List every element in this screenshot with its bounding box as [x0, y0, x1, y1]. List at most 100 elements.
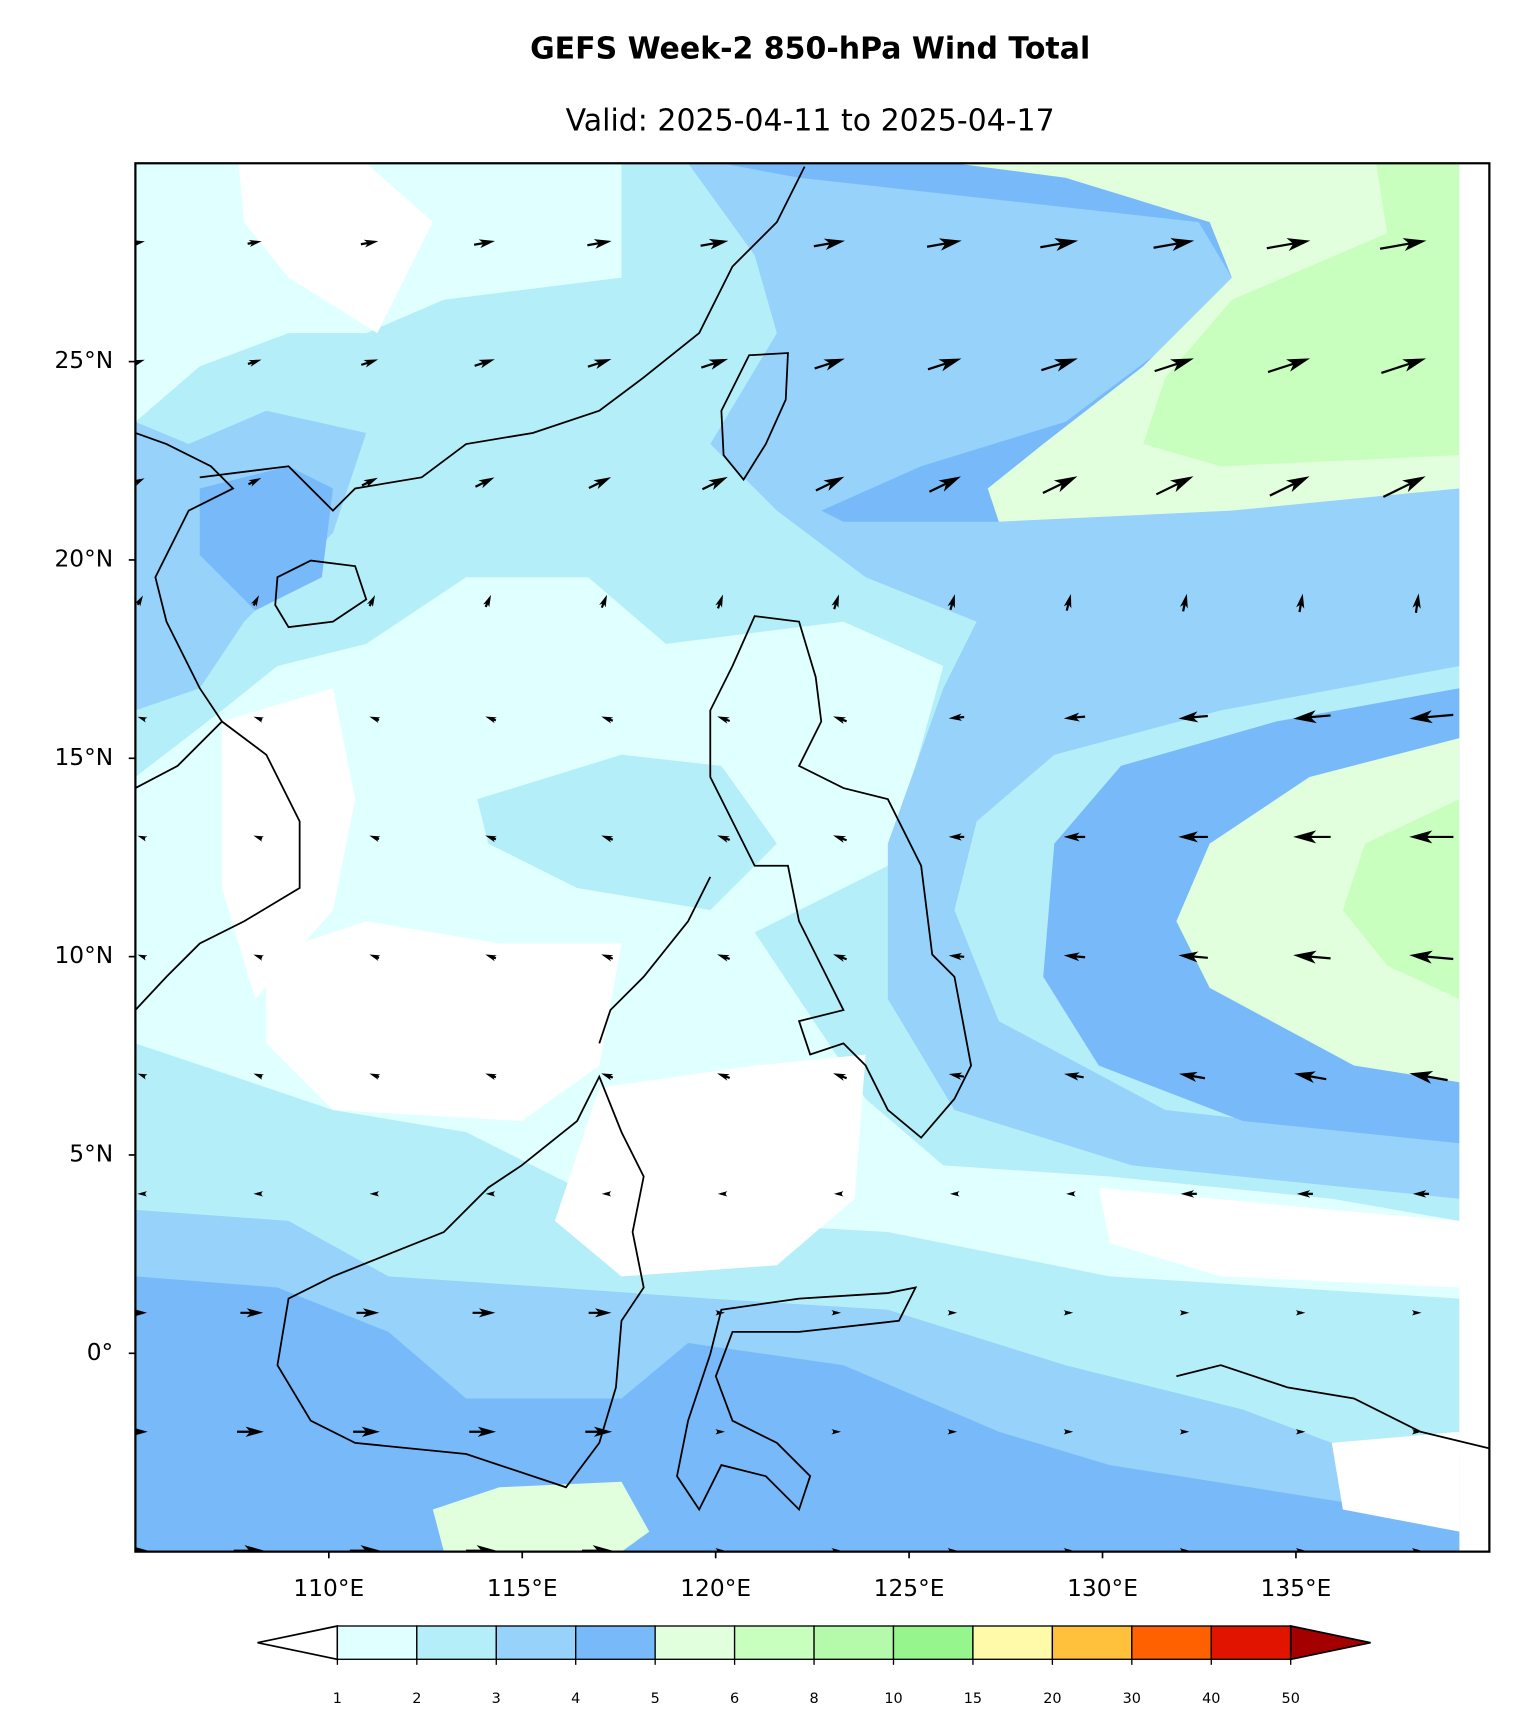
wind-arrow	[485, 716, 497, 724]
y-tick-label: 0°	[87, 1339, 113, 1366]
wind-arrow	[483, 594, 492, 608]
colorbar-label: 30	[1123, 1691, 1141, 1707]
shade	[1331, 1431, 1460, 1532]
wind-arrow	[831, 594, 839, 610]
shade	[1176, 738, 1460, 1083]
wind-arrow	[369, 954, 381, 961]
arrow-head	[1063, 1310, 1074, 1316]
shade	[1143, 163, 1460, 467]
wind-arrow	[601, 1073, 614, 1081]
wind-arrow	[360, 239, 379, 248]
arrow-head	[360, 1545, 381, 1552]
arrow-head	[715, 1310, 725, 1316]
wind-arrow	[700, 358, 729, 370]
arrow-head	[478, 239, 495, 249]
wind-arrow	[135, 1428, 148, 1436]
arrow-head	[833, 1073, 847, 1081]
wind-arrow	[472, 1308, 496, 1318]
arrow-head	[823, 476, 845, 491]
wind-arrow	[948, 713, 965, 721]
arrow-head	[369, 716, 381, 724]
colorbar-label: 8	[809, 1691, 818, 1707]
wind-arrow	[1269, 476, 1310, 497]
arrow-head	[1285, 476, 1310, 493]
shade	[135, 1276, 1460, 1552]
wind-arrow	[1267, 358, 1311, 374]
arrow-head	[1412, 593, 1421, 609]
arrow-head	[1066, 1191, 1076, 1197]
wind-arrow	[137, 835, 148, 842]
wind-arrow	[815, 476, 845, 492]
arrow-head	[363, 477, 378, 488]
wind-arrow	[601, 1191, 612, 1197]
wind-arrow	[1041, 358, 1078, 372]
coastline	[720, 352, 789, 482]
arrow-head	[1064, 1072, 1080, 1081]
colorbar-label: 15	[964, 1691, 982, 1707]
wind-arrow	[948, 1072, 965, 1080]
arrow-head	[1409, 710, 1433, 724]
wind-arrow	[485, 835, 497, 843]
shade	[432, 1481, 650, 1552]
arrow-head	[253, 716, 264, 723]
wind-arrow	[1296, 1190, 1313, 1198]
colorbar-under	[257, 1624, 339, 1661]
colorbar-label: 40	[1202, 1691, 1220, 1707]
arrow-head	[1179, 1429, 1190, 1435]
arrow-head	[1411, 1310, 1422, 1316]
wind-arrow	[1063, 832, 1086, 842]
colorbar-label: 2	[412, 1691, 421, 1707]
wind-arrow	[833, 1073, 848, 1081]
coastline	[1176, 1364, 1490, 1450]
arrow-head	[947, 594, 955, 609]
colorbar-bin	[892, 1625, 974, 1660]
shade	[221, 688, 356, 999]
arrow-head	[1179, 593, 1188, 609]
wind-arrow	[1042, 476, 1078, 495]
wind-arrow	[717, 835, 731, 843]
wind-arrow	[833, 716, 848, 724]
y-tick-label: 5°N	[69, 1140, 113, 1167]
wind-arrow	[473, 239, 495, 249]
colorbar-over	[1289, 1624, 1371, 1661]
wind-arrow	[1296, 593, 1305, 613]
arrow-head	[833, 1191, 844, 1197]
wind-arrow	[715, 1429, 725, 1435]
wind-arrow	[948, 952, 965, 961]
wind-arrow	[1381, 358, 1427, 374]
wind-arrow	[948, 833, 965, 841]
wind-arrow	[469, 1426, 497, 1437]
colorbar-bin	[1210, 1625, 1292, 1660]
wind-arrow	[601, 835, 614, 843]
wind-arrow	[1293, 950, 1331, 964]
wind-arrow	[833, 954, 848, 962]
arrow-head	[938, 358, 962, 372]
arrow-head	[1294, 1071, 1316, 1083]
wind-arrow	[474, 477, 495, 489]
wind-arrow	[926, 238, 962, 251]
arrow-head	[1169, 358, 1194, 372]
arrow-head	[485, 1191, 496, 1197]
y-tick-label: 20°N	[54, 545, 113, 572]
wind-arrow	[137, 1191, 147, 1197]
wind-arrow	[247, 359, 262, 367]
coastline	[598, 876, 712, 1044]
wind-arrow	[369, 835, 381, 842]
wind-arrow	[1040, 238, 1079, 251]
arrow-head	[478, 477, 495, 489]
arrow-head	[715, 594, 724, 608]
arrow-head	[708, 358, 729, 370]
arrow-head	[485, 716, 497, 724]
wind-arrow	[833, 1191, 844, 1197]
colorbar-bin	[654, 1625, 736, 1660]
arrow-head	[135, 1428, 148, 1436]
arrow-head	[1409, 950, 1433, 964]
arrow-head	[833, 716, 847, 724]
wind-arrow	[585, 1426, 613, 1437]
arrow-head	[715, 1429, 725, 1435]
wind-arrow	[717, 716, 731, 724]
arrow-head	[1053, 476, 1078, 493]
wind-arrow	[599, 594, 608, 609]
wind-arrow	[1063, 1310, 1074, 1316]
wind-arrow	[1063, 712, 1086, 722]
